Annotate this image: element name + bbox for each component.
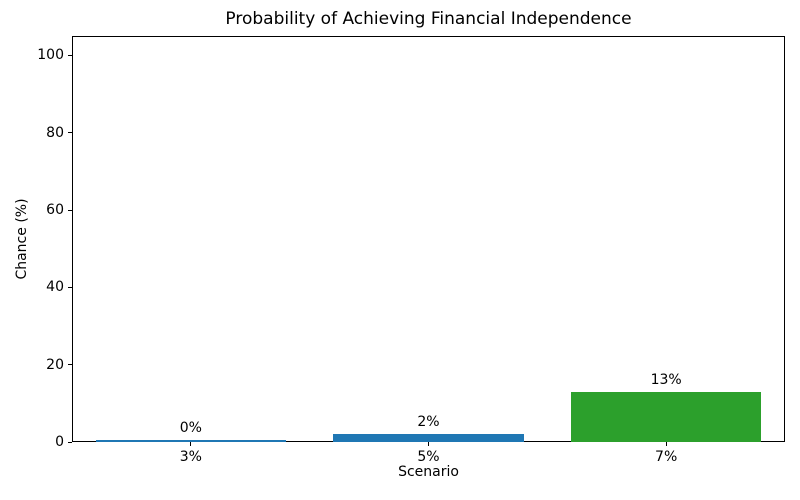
x-tick-mark — [428, 442, 429, 446]
x-tick-label: 3% — [179, 449, 202, 465]
y-tick-label: 20 — [46, 356, 64, 373]
x-tick-label: 7% — [655, 449, 678, 465]
plot-area — [72, 36, 785, 442]
y-tick-mark — [68, 364, 72, 366]
bar-value-label: 13% — [650, 371, 682, 388]
x-tick-mark — [665, 442, 667, 446]
x-tick-mark — [190, 442, 192, 446]
x-axis-label: Scenario — [398, 464, 459, 480]
y-tick-label: 40 — [46, 279, 64, 296]
bar — [95, 440, 286, 442]
chart-title: Probability of Achieving Financial Indep… — [225, 9, 632, 29]
x-tick-label: 5% — [417, 449, 440, 465]
y-tick-label: 80 — [46, 124, 64, 141]
y-tick-mark — [68, 286, 72, 288]
bar — [571, 391, 762, 442]
y-tick-mark — [68, 54, 72, 56]
y-tick-mark — [68, 441, 72, 443]
bar-value-label: 0% — [179, 420, 202, 437]
y-tick-mark — [68, 209, 72, 211]
bar-value-label: 2% — [417, 414, 440, 431]
y-tick-mark — [68, 132, 72, 134]
y-tick-label: 60 — [46, 202, 64, 218]
y-tick-label: 0 — [55, 434, 64, 450]
y-tick-label: 100 — [37, 47, 64, 64]
bar — [333, 434, 524, 442]
